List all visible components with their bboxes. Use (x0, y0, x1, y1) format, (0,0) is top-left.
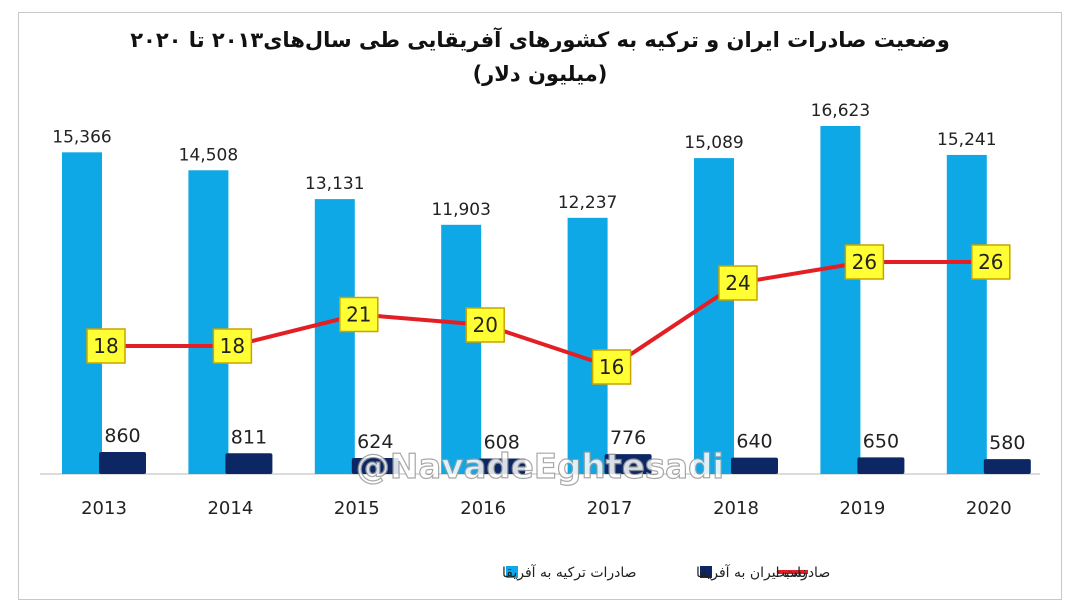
x-tick-label: 2020 (966, 498, 1012, 519)
turkey-bar (188, 170, 229, 474)
iran-bar (225, 453, 273, 474)
ratio-value-label: 18 (220, 334, 245, 358)
ratio-marker (591, 349, 632, 385)
ratio-value-label: 21 (346, 303, 371, 327)
turkey-value-label: 16,623 (811, 101, 870, 121)
turkey-value-label: 13,131 (305, 174, 364, 194)
x-tick-label: 2019 (839, 498, 885, 519)
iran-bar (731, 457, 778, 474)
legend-turkey-label: صادرات ترکیه به آفریقا (502, 564, 637, 581)
ratio-line (106, 260, 991, 369)
turkey-value-label: 15,089 (684, 133, 743, 153)
iran-value-label: 580 (989, 432, 1025, 454)
iran-bar (99, 452, 146, 474)
chart-title: وضعیت صادرات ایران و ترکیه به کشورهای آف… (130, 28, 950, 52)
iran-bar (857, 457, 905, 474)
turkey-bar (820, 126, 861, 474)
iran-value-label: 640 (736, 431, 772, 453)
turkey-value-label: 11,903 (431, 200, 490, 220)
legend-iran-swatch (700, 566, 712, 578)
turkey-value-label: 15,241 (937, 130, 996, 150)
iran-value-label: 860 (104, 425, 140, 447)
ratio-marker (86, 328, 126, 364)
ratio-marker (971, 244, 1011, 280)
x-tick-label: 2013 (81, 498, 127, 519)
turkey-value-label: 15,366 (52, 127, 111, 147)
iran-value-label: 650 (863, 430, 899, 452)
iran-bar (478, 458, 526, 474)
iran-value-label: 776 (610, 427, 646, 449)
ratio-value-label: 20 (472, 313, 497, 337)
turkey-bar (62, 152, 102, 474)
iran-value-label: 608 (484, 431, 520, 453)
iran-bar (983, 459, 1031, 474)
turkey-value-label: 14,508 (179, 145, 238, 165)
watermark-handle: @NavadeEghtesadi (356, 447, 724, 487)
x-tick-label: 2016 (460, 498, 506, 519)
legend-ratio-label: نسبت (772, 565, 806, 581)
x-tick-label: 2018 (713, 498, 759, 519)
ratio-marker (718, 265, 758, 301)
ratio-value-label: 16 (599, 355, 624, 379)
turkey-bar (314, 199, 355, 474)
legend-turkey-swatch (506, 566, 518, 578)
ratio-marker (212, 328, 253, 364)
turkey-value-label: 12,237 (558, 193, 617, 213)
turkey-bar (694, 158, 734, 474)
iran-bar (604, 454, 652, 474)
x-tick-label: 2014 (207, 498, 253, 519)
chart-subtitle: (میلیون دلار) (472, 62, 608, 86)
x-tick-label: 2015 (334, 498, 380, 519)
ratio-marker (465, 307, 505, 343)
turkey-bar (441, 224, 482, 474)
ratio-value-label: 18 (93, 334, 118, 358)
iran-value-label: 811 (231, 426, 267, 448)
ratio-value-label: 24 (725, 271, 750, 295)
turkey-bar (946, 154, 987, 475)
iran-bar (351, 458, 399, 474)
iran-value-label: 624 (357, 431, 393, 453)
ratio-marker (844, 244, 885, 280)
turkey-bar (567, 217, 608, 474)
legend-iran-label: صادرات ایران به آفریقا (696, 564, 830, 581)
ratio-marker (339, 296, 379, 333)
x-tick-label: 2017 (587, 498, 633, 519)
ratio-value-label: 26 (978, 250, 1003, 274)
ratio-value-label: 26 (852, 250, 877, 274)
